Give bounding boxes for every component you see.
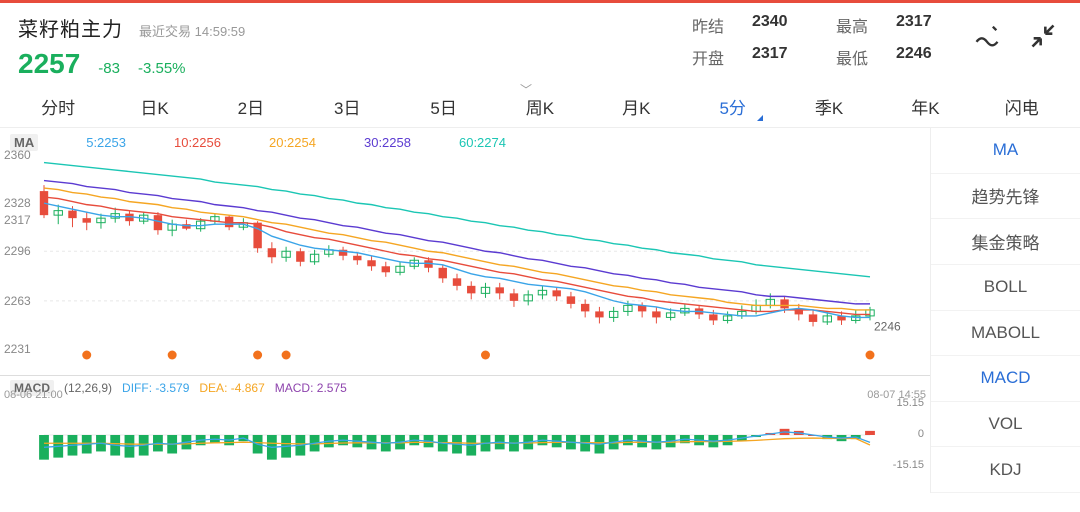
svg-text:2246: 2246: [874, 319, 901, 333]
open-value: 2317: [752, 45, 808, 69]
indicator-MA[interactable]: MA: [931, 128, 1080, 174]
tab-5分[interactable]: 5分: [685, 94, 781, 119]
low-value: 2246: [896, 45, 952, 69]
prev-close-value: 2340: [752, 13, 808, 37]
ma-legend-item: 10:2256: [174, 135, 221, 150]
macd-legend-item: MACD: 2.575: [275, 381, 347, 395]
tab-分时[interactable]: 分时: [10, 94, 106, 119]
open-label: 开盘: [692, 45, 724, 69]
last-price: 2257: [18, 48, 80, 80]
tab-年K[interactable]: 年K: [877, 94, 973, 119]
indicator-BOLL[interactable]: BOLL: [931, 265, 1080, 311]
candlestick-plot: 2246: [0, 153, 930, 363]
symbol-name: 菜籽粕主力: [18, 13, 123, 42]
indicator-KDJ[interactable]: KDJ: [931, 447, 1080, 493]
ma-legend-item: 5:2253: [86, 135, 126, 150]
tab-闪电[interactable]: 闪电: [974, 94, 1070, 119]
draw-icon[interactable]: [972, 21, 1002, 51]
low-label: 最低: [836, 45, 868, 69]
tab-5日[interactable]: 5日: [395, 94, 491, 119]
macd-legend-item: DIFF: -3.579: [122, 381, 189, 395]
macd-legend: MACD(12,26,9)DIFF: -3.579DEA: -4.867MACD…: [0, 376, 930, 396]
indicator-list: MA趋势先锋集金策略BOLLMABOLLMACDVOLKDJ: [930, 128, 1080, 493]
price-change: -83: [98, 60, 120, 77]
macd-plot: [0, 396, 930, 474]
header: 菜籽粕主力 最近交易 14:59:59 2257 -83 -3.55% 昨结 2…: [0, 3, 1080, 84]
timeframe-tabs: 分时日K2日3日5日周K月K5分季K年K闪电: [0, 84, 1080, 127]
tab-3日[interactable]: 3日: [299, 94, 395, 119]
tab-季K[interactable]: 季K: [781, 94, 877, 119]
collapse-icon[interactable]: [1028, 21, 1058, 51]
high-label: 最高: [836, 13, 868, 37]
indicator-MABOLL[interactable]: MABOLL: [931, 311, 1080, 357]
tab-2日[interactable]: 2日: [203, 94, 299, 119]
main-chart[interactable]: 236023282317229622632231 2246 08-06 21:0…: [0, 153, 930, 376]
tab-周K[interactable]: 周K: [492, 94, 588, 119]
ma-legend-item: 30:2258: [364, 135, 411, 150]
prev-close-label: 昨结: [692, 13, 724, 37]
indicator-VOL[interactable]: VOL: [931, 402, 1080, 448]
ma-legend-item: 20:2254: [269, 135, 316, 150]
recent-trade: 最近交易 14:59:59: [139, 21, 245, 40]
indicator-趋势先锋[interactable]: 趋势先锋: [931, 174, 1080, 220]
tab-月K[interactable]: 月K: [588, 94, 684, 119]
tab-日K[interactable]: 日K: [106, 94, 202, 119]
macd-legend-item: DEA: -4.867: [199, 381, 264, 395]
ma-legend: MA5:225310:225620:225430:225860:2274: [0, 128, 930, 153]
high-value: 2317: [896, 13, 952, 37]
macd-chart[interactable]: 15.150-15.15: [0, 396, 930, 493]
price-change-pct: -3.55%: [138, 60, 186, 77]
indicator-MACD[interactable]: MACD: [931, 356, 1080, 402]
indicator-集金策略[interactable]: 集金策略: [931, 219, 1080, 265]
ma-legend-item: 60:2274: [459, 135, 506, 150]
